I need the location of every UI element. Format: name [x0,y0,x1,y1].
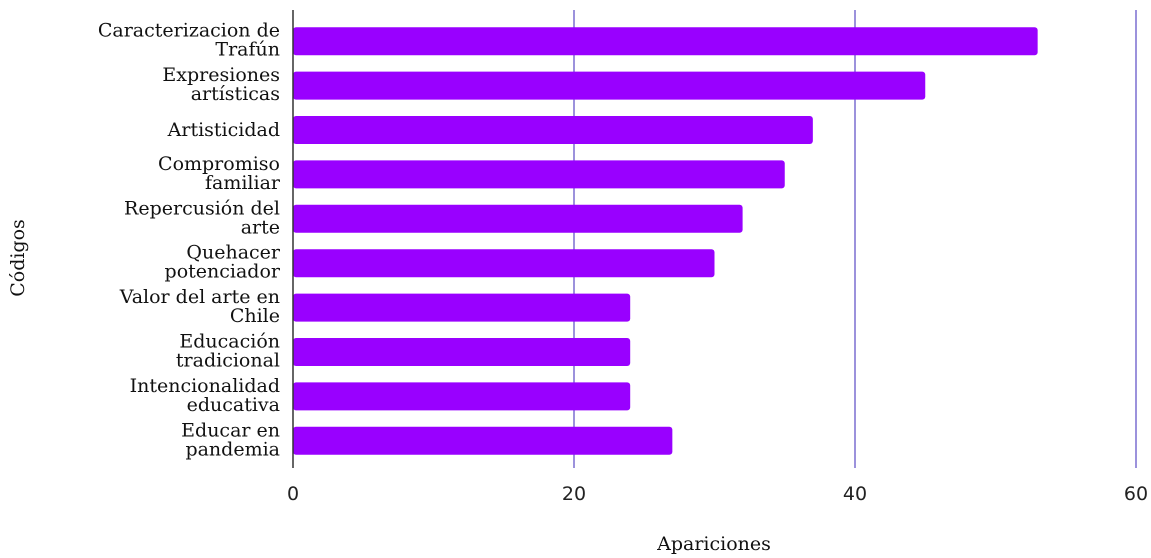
category-label-6: Quehacer potenciador [165,242,281,283]
bar-6 [293,249,715,278]
bar-10 [293,426,673,455]
bar-1 [293,27,1038,56]
bar-4 [293,160,785,189]
x-axis-title: Apariciones [656,533,771,555]
bars [293,27,1038,455]
x-tick-labels: 0 20 40 60 [287,483,1148,505]
category-label-1: Caracterizacion de Trafún [98,20,280,61]
category-label-7: Valor del arte en Chile [119,286,280,327]
category-label-10: Educar en pandemia [181,419,280,460]
category-label-9: Intencionalidad educativa [130,375,280,416]
category-label-3: Artisticidad [167,119,280,141]
category-label-4: Compromiso familiar [158,153,281,194]
y-axis-title: Códigos [7,219,29,297]
bar-2 [293,71,926,100]
bar-5 [293,204,743,233]
x-tick-label-60: 60 [1124,483,1148,505]
bar-3 [293,116,813,144]
bar-9 [293,382,631,411]
category-label-2: Expresiones artísticas [162,64,280,105]
x-tick-label-0: 0 [287,483,299,505]
x-tick-label-20: 20 [562,483,586,505]
bar-7 [293,293,631,322]
bar-8 [293,338,631,366]
category-label-5: Repercusión del arte [124,197,280,238]
x-tick-label-40: 40 [843,483,867,505]
category-label-8: Educación tradicional [176,331,280,372]
